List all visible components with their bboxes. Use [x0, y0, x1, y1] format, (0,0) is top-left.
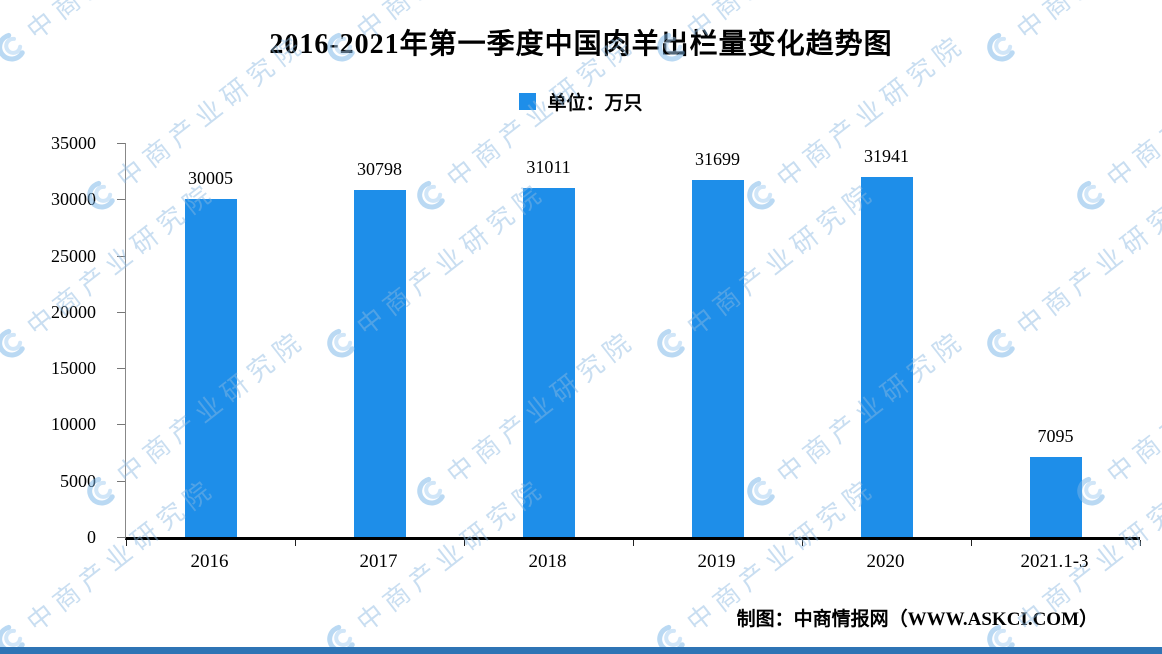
bar — [1029, 457, 1082, 537]
y-axis-tick — [117, 143, 125, 144]
bar-column: 7095 — [971, 143, 1140, 537]
x-axis-tick-label: 2016 — [190, 551, 229, 572]
y-axis-labels: 0 5000 10000 15000 20000 25000 30000 35000 — [0, 133, 110, 547]
y-axis-tick-label: 10000 — [51, 414, 96, 435]
x-axis-tick — [633, 540, 634, 546]
y-axis-tick — [117, 480, 125, 482]
bar — [522, 187, 575, 537]
bar-value-label: 7095 — [1037, 426, 1074, 447]
x-axis-tick — [126, 540, 127, 546]
x-axis-tick — [295, 540, 296, 546]
bar — [691, 180, 744, 537]
bar-value-label: 30798 — [357, 159, 402, 180]
x-axis-tick-label: 2019 — [697, 551, 736, 572]
x-axis-tick-label: 2017 — [359, 551, 398, 572]
bar — [860, 177, 913, 537]
bar-column: 30798 — [295, 143, 464, 537]
x-axis-tick-label: 2021.1-3 — [1020, 551, 1089, 572]
bar-column: 31941 — [802, 143, 971, 537]
bar-value-label: 30005 — [188, 168, 233, 189]
bar-value-label: 31699 — [695, 149, 740, 170]
bar-value-label: 31941 — [864, 146, 909, 167]
x-axis-tick-label: 2018 — [528, 551, 567, 572]
y-axis-tick — [117, 424, 125, 426]
chart-title: 2016-2021年第一季度中国肉羊出栏量变化趋势图 — [269, 29, 893, 60]
legend: 单位：万只 — [0, 88, 1162, 115]
x-axis-tick-label: 2020 — [866, 551, 905, 572]
y-axis-tick-label: 30000 — [51, 189, 96, 210]
x-axis-labels: 2016 2017 2018 2019 2020 2021.1-3 — [125, 551, 1139, 573]
y-axis-tick — [117, 537, 125, 538]
y-axis-tick — [117, 368, 125, 370]
y-axis-tick — [117, 311, 125, 313]
y-axis-tick-label: 5000 — [60, 470, 96, 491]
y-axis-tick-label: 20000 — [51, 301, 96, 322]
bar-column: 31011 — [464, 143, 633, 537]
bar-column: 31699 — [633, 143, 802, 537]
y-axis-tick-label: 0 — [87, 527, 96, 547]
bottom-strip — [0, 647, 1162, 654]
plot-area: 30005 30798 31011 31699 31941 7095 — [117, 143, 1141, 546]
x-axis-tick — [971, 540, 972, 546]
legend-swatch — [519, 93, 537, 110]
bar-column: 30005 — [126, 143, 295, 537]
y-axis-tick-label: 35000 — [51, 133, 96, 153]
x-axis-tick — [802, 540, 803, 546]
y-axis-tick-label: 15000 — [51, 358, 96, 379]
x-axis-tick — [464, 540, 465, 546]
x-axis-tick — [1140, 540, 1141, 546]
y-axis-tick — [117, 199, 125, 201]
bar — [184, 199, 237, 537]
source-credit: 制图：中商情报网（WWW.ASKCI.COM） — [736, 609, 1098, 630]
legend-label: 单位：万只 — [547, 93, 643, 114]
bar-value-label: 31011 — [526, 156, 571, 177]
y-axis-tick-label: 25000 — [51, 245, 96, 266]
y-axis-tick — [117, 255, 125, 257]
bar — [353, 190, 406, 537]
